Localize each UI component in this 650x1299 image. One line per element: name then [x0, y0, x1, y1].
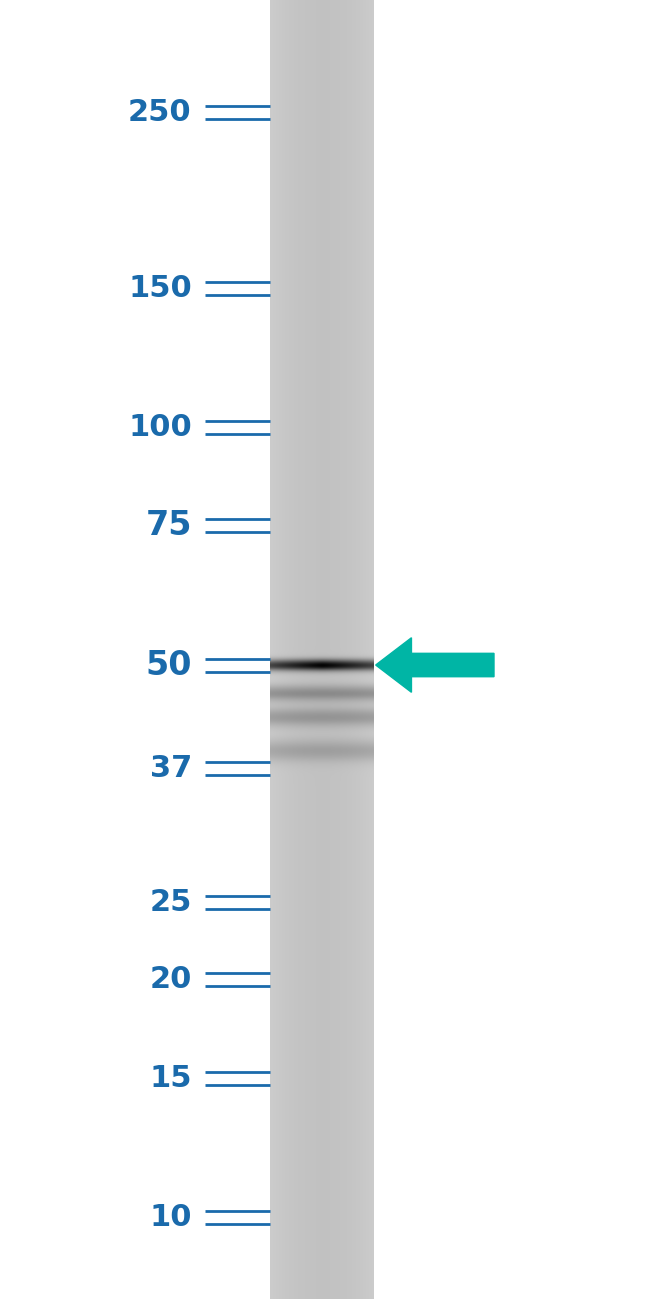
Text: 25: 25 [150, 889, 192, 917]
Text: 15: 15 [150, 1064, 192, 1092]
Text: 75: 75 [145, 509, 192, 543]
Text: 150: 150 [128, 274, 192, 303]
Text: 250: 250 [128, 99, 192, 127]
Text: 50: 50 [145, 648, 192, 682]
Text: 20: 20 [150, 965, 192, 994]
Text: 100: 100 [128, 413, 192, 442]
Text: 37: 37 [150, 753, 192, 783]
Text: 10: 10 [150, 1203, 192, 1231]
FancyArrow shape [376, 638, 494, 692]
